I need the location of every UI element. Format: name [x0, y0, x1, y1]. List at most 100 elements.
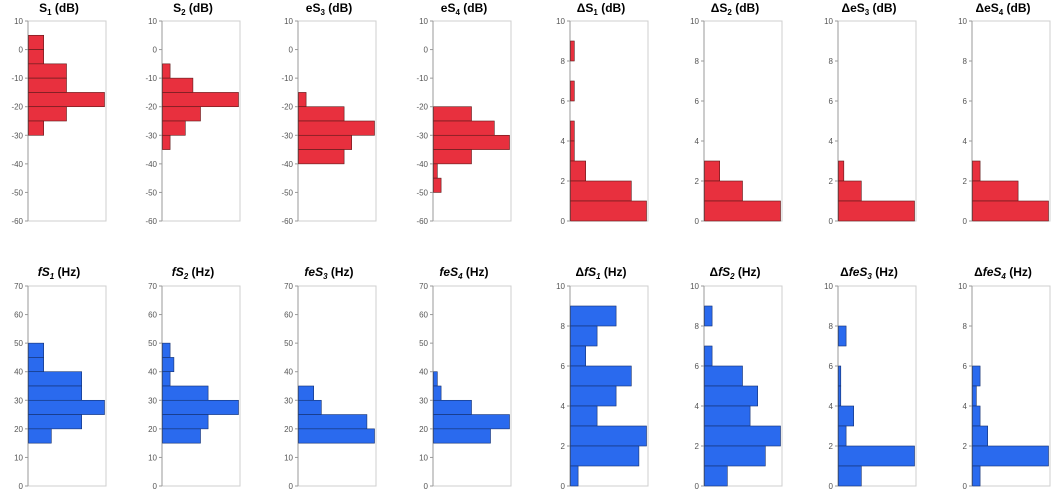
y-tick-label: 70 — [284, 282, 293, 291]
histogram-bar — [162, 134, 171, 150]
histogram-bar — [433, 177, 442, 193]
y-tick-label: -40 — [416, 160, 428, 169]
histogram-bar — [838, 425, 847, 447]
histogram-bar — [838, 325, 847, 347]
y-tick-label: 8 — [695, 322, 700, 331]
histogram-panel: 10 8 6 4 2 0 ΔS2 (dB) — [690, 1, 783, 226]
y-tick-label: 10 — [556, 17, 565, 26]
histogram-bar — [28, 77, 67, 93]
histogram-bar — [298, 106, 345, 122]
histogram-bar — [972, 425, 988, 447]
y-tick-label: 0 — [561, 217, 566, 226]
y-tick-label: 2 — [561, 442, 566, 451]
y-tick-label: 0 — [153, 482, 158, 491]
y-tick-label: 8 — [963, 57, 968, 66]
histogram-bar — [838, 365, 842, 387]
y-tick-label: 10 — [556, 282, 565, 291]
y-tick-label: 8 — [829, 322, 834, 331]
y-tick-label: -10 — [281, 74, 293, 83]
histogram-panel: 70 60 50 40 30 20 10 0 fS1 (Hz) — [14, 265, 107, 491]
histogram-bar — [570, 385, 617, 407]
y-tick-label: 70 — [14, 282, 23, 291]
y-tick-label: 40 — [284, 368, 293, 377]
panel-title: S1 (dB) — [39, 1, 79, 17]
histogram-bar — [704, 345, 713, 367]
histogram-bar — [28, 428, 52, 444]
histogram-bar — [298, 92, 307, 108]
histogram-bar — [570, 140, 575, 162]
y-tick-label: 10 — [419, 17, 428, 26]
histogram-bar — [162, 77, 194, 93]
y-tick-label: -50 — [416, 188, 428, 197]
y-tick-label: 20 — [419, 425, 428, 434]
histogram-panel: 70 60 50 40 30 20 10 0 feS4 (Hz) — [419, 265, 512, 491]
histogram-bar — [972, 365, 981, 387]
y-tick-label: 10 — [284, 453, 293, 462]
histogram-bar — [162, 120, 186, 136]
y-tick-label: -30 — [416, 131, 428, 140]
histogram-bar — [433, 399, 472, 415]
y-tick-label: 4 — [829, 137, 834, 146]
panel-title: feS3 (Hz) — [304, 265, 353, 281]
panel-title: ΔeS4 (dB) — [975, 1, 1030, 17]
y-tick-label: 10 — [824, 282, 833, 291]
y-tick-label: 8 — [963, 322, 968, 331]
histogram-bar — [838, 160, 845, 182]
y-tick-label: 50 — [14, 339, 23, 348]
y-tick-label: 6 — [963, 362, 968, 371]
y-tick-label: -10 — [11, 74, 23, 83]
histogram-bar — [838, 445, 915, 467]
histogram-bar — [972, 160, 981, 182]
histogram-bar — [28, 399, 105, 415]
histogram-bar — [704, 180, 743, 202]
histogram-bar — [298, 428, 375, 444]
y-tick-label: 6 — [561, 362, 566, 371]
y-tick-label: 10 — [419, 453, 428, 462]
histogram-bar — [704, 405, 751, 427]
panel-title: fS1 (Hz) — [38, 265, 80, 281]
y-tick-label: 50 — [419, 339, 428, 348]
y-tick-label: 2 — [963, 177, 968, 186]
panel-title: S2 (dB) — [173, 1, 213, 17]
y-tick-label: 70 — [148, 282, 157, 291]
panel-title: ΔeS3 (dB) — [841, 1, 896, 17]
histogram-bar — [838, 200, 915, 222]
histogram-bar — [570, 120, 575, 142]
y-tick-label: -30 — [145, 131, 157, 140]
plot-frame — [432, 285, 512, 487]
histogram-panel: 70 60 50 40 30 20 10 0 feS3 (Hz) — [284, 265, 377, 491]
y-tick-label: 10 — [958, 17, 967, 26]
y-tick-label: 4 — [695, 137, 700, 146]
histogram-bar — [28, 63, 67, 79]
histogram-panel: 10 8 6 4 2 0 ΔfeS3 (Hz) — [824, 265, 917, 491]
histogram-bar — [704, 385, 759, 407]
y-tick-label: 4 — [561, 137, 566, 146]
y-tick-label: -40 — [11, 160, 23, 169]
histogram-bar — [972, 180, 1019, 202]
panel-title: eS4 (dB) — [441, 1, 487, 17]
histogram-panel: 10 8 6 4 2 0 ΔfS2 (Hz) — [690, 265, 783, 491]
y-tick-label: -10 — [145, 74, 157, 83]
histogram-panel: 10 8 6 4 2 0 ΔeS3 (dB) — [824, 1, 917, 226]
histogram-bar — [570, 305, 617, 327]
y-tick-label: 50 — [148, 339, 157, 348]
y-tick-label: 10 — [958, 282, 967, 291]
y-tick-label: 10 — [148, 17, 157, 26]
histogram-bar — [298, 399, 322, 415]
y-tick-label: 6 — [561, 97, 566, 106]
y-tick-label: 0 — [829, 217, 834, 226]
y-tick-label: 0 — [424, 482, 429, 491]
y-tick-label: -30 — [11, 131, 23, 140]
histogram-bar — [298, 120, 375, 136]
y-tick-label: 2 — [695, 442, 700, 451]
histogram-bar — [28, 106, 67, 122]
histogram-bar — [433, 414, 510, 430]
histogram-panel: 10 0 -10 -20 -30 -40 -50 -60 eS4 (dB) — [416, 1, 512, 226]
histogram-bar — [704, 445, 766, 467]
y-tick-label: 8 — [561, 322, 566, 331]
histogram-bar — [162, 428, 201, 444]
histogram-panel: 10 8 6 4 2 0 ΔeS4 (dB) — [958, 1, 1051, 226]
y-tick-label: 8 — [829, 57, 834, 66]
histogram-bar — [704, 160, 720, 182]
histogram-bar — [162, 342, 171, 358]
